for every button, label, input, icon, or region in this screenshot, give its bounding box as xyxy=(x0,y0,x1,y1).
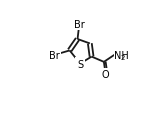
Text: 2: 2 xyxy=(121,55,125,61)
Text: Br: Br xyxy=(49,50,60,60)
Text: Br: Br xyxy=(74,20,85,30)
Text: O: O xyxy=(102,69,109,79)
Text: S: S xyxy=(77,59,83,69)
Text: NH: NH xyxy=(114,50,129,60)
